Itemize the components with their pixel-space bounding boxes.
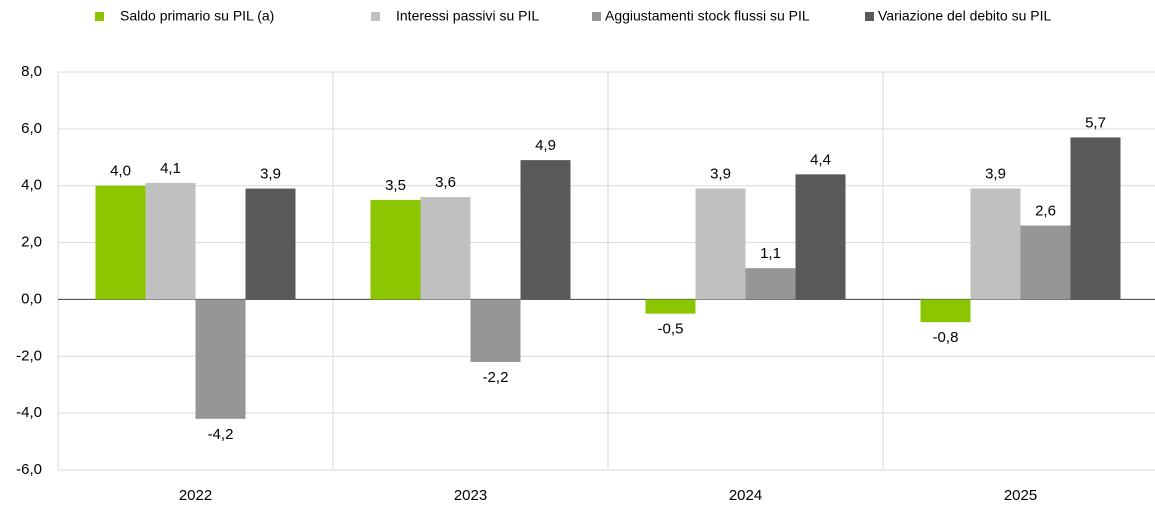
y-tick-label: -2,0 bbox=[16, 347, 42, 364]
bar bbox=[470, 299, 521, 362]
value-label: 2,6 bbox=[1035, 202, 1056, 219]
legend-label: Variazione del debito su PIL bbox=[878, 8, 1052, 24]
value-label: -0,5 bbox=[658, 321, 684, 338]
bar bbox=[145, 182, 196, 300]
legend-marker bbox=[95, 12, 104, 21]
bar bbox=[695, 188, 746, 300]
value-label: 3,6 bbox=[435, 174, 456, 191]
bar bbox=[245, 188, 296, 300]
value-label: 5,7 bbox=[1085, 114, 1106, 131]
value-label: -4,2 bbox=[208, 426, 234, 443]
value-label: 1,1 bbox=[760, 245, 781, 262]
y-tick-label: -6,0 bbox=[16, 461, 42, 478]
bar bbox=[745, 268, 796, 300]
value-label: 4,1 bbox=[160, 160, 181, 177]
y-tick-label: 0,0 bbox=[21, 290, 42, 307]
value-label: -2,2 bbox=[483, 369, 509, 386]
y-tick-label: -4,0 bbox=[16, 404, 42, 421]
bar bbox=[1020, 225, 1071, 300]
bar bbox=[920, 299, 971, 323]
y-tick-label: 2,0 bbox=[21, 234, 42, 251]
value-label: 4,0 bbox=[110, 163, 131, 180]
bar bbox=[420, 197, 471, 300]
legend-label: Interessi passivi su PIL bbox=[396, 8, 539, 24]
legend-marker bbox=[592, 12, 601, 21]
bar bbox=[195, 299, 246, 419]
value-label: 3,9 bbox=[985, 166, 1006, 183]
value-label: 4,4 bbox=[810, 151, 831, 168]
x-tick-label: 2022 bbox=[179, 487, 212, 504]
y-tick-label: 8,0 bbox=[21, 63, 42, 80]
bar bbox=[795, 174, 846, 300]
legend-label: Aggiustamenti stock flussi su PIL bbox=[605, 8, 810, 24]
value-label: 4,9 bbox=[535, 137, 556, 154]
legend-marker bbox=[371, 12, 380, 21]
value-label: 3,5 bbox=[385, 177, 406, 194]
y-tick-label: 6,0 bbox=[21, 120, 42, 137]
bar bbox=[520, 160, 571, 300]
legend-marker bbox=[865, 12, 874, 21]
y-tick-label: 4,0 bbox=[21, 177, 42, 194]
value-label: -0,8 bbox=[933, 329, 959, 346]
bar bbox=[1070, 137, 1121, 300]
x-tick-label: 2023 bbox=[454, 487, 487, 504]
value-label: 3,9 bbox=[260, 166, 281, 183]
bar bbox=[970, 188, 1021, 300]
bar bbox=[95, 185, 146, 300]
bar bbox=[370, 199, 421, 300]
x-tick-label: 2025 bbox=[1004, 487, 1037, 504]
legend-label: Saldo primario su PIL (a) bbox=[120, 8, 274, 24]
value-label: 3,9 bbox=[710, 166, 731, 183]
x-tick-label: 2024 bbox=[729, 487, 762, 504]
bar bbox=[645, 299, 696, 314]
